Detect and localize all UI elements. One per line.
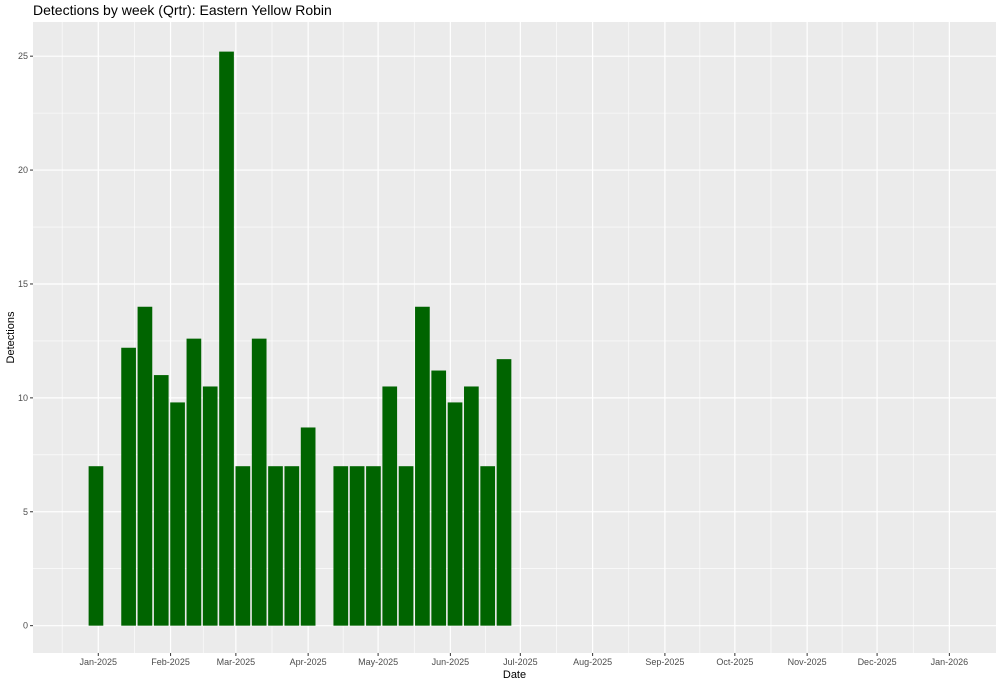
x-axis: Jan-2025 Feb-2025 Mar-2025 Apr-2025 May-2025… (80, 653, 969, 667)
x-tick-label: Jan-2025 (80, 657, 118, 667)
x-tick-label: Nov-2025 (788, 657, 827, 667)
x-tick-label: Jun-2025 (432, 657, 470, 667)
bar (251, 338, 267, 626)
bar (284, 466, 300, 626)
bar (300, 427, 316, 626)
bar (219, 51, 234, 626)
bar (415, 306, 430, 626)
bar (366, 466, 381, 626)
bar (202, 386, 218, 626)
bar (88, 466, 104, 626)
y-axis-title: Detections (5, 311, 17, 363)
bar (496, 359, 512, 626)
bar (349, 466, 365, 626)
y-tick-label: 15 (18, 279, 28, 289)
x-tick-label: Sep-2025 (645, 657, 684, 667)
bar (121, 347, 136, 626)
bar (170, 402, 185, 626)
bar (186, 338, 202, 626)
bar-series (88, 51, 512, 626)
bar (480, 466, 496, 626)
x-axis-title: Date (503, 669, 526, 681)
x-tick-label: Jan-2026 (931, 657, 969, 667)
x-tick-label: Feb-2025 (151, 657, 190, 667)
bar (464, 386, 479, 626)
x-tick-label: Jul-2025 (503, 657, 538, 667)
bar (333, 466, 349, 626)
x-tick-label: Mar-2025 (217, 657, 256, 667)
bar (398, 466, 414, 626)
x-tick-label: Apr-2025 (290, 657, 327, 667)
bar (153, 375, 169, 626)
y-tick-label: 0 (23, 621, 28, 631)
bar (447, 402, 463, 626)
bar (137, 306, 153, 626)
y-tick-label: 5 (23, 507, 28, 517)
x-tick-label: Oct-2025 (716, 657, 753, 667)
chart-title: Detections by week (Qrtr): Eastern Yello… (33, 2, 332, 18)
bar (235, 466, 251, 626)
bar (268, 466, 283, 626)
y-tick-label: 10 (18, 393, 28, 403)
x-tick-label: Aug-2025 (573, 657, 612, 667)
bar (431, 370, 447, 626)
x-tick-label: Dec-2025 (858, 657, 897, 667)
y-tick-label: 20 (18, 165, 28, 175)
bar (382, 386, 398, 626)
y-tick-label: 25 (18, 51, 28, 61)
y-axis: 0 5 10 15 20 25 (18, 51, 33, 631)
x-tick-label: May-2025 (358, 657, 398, 667)
